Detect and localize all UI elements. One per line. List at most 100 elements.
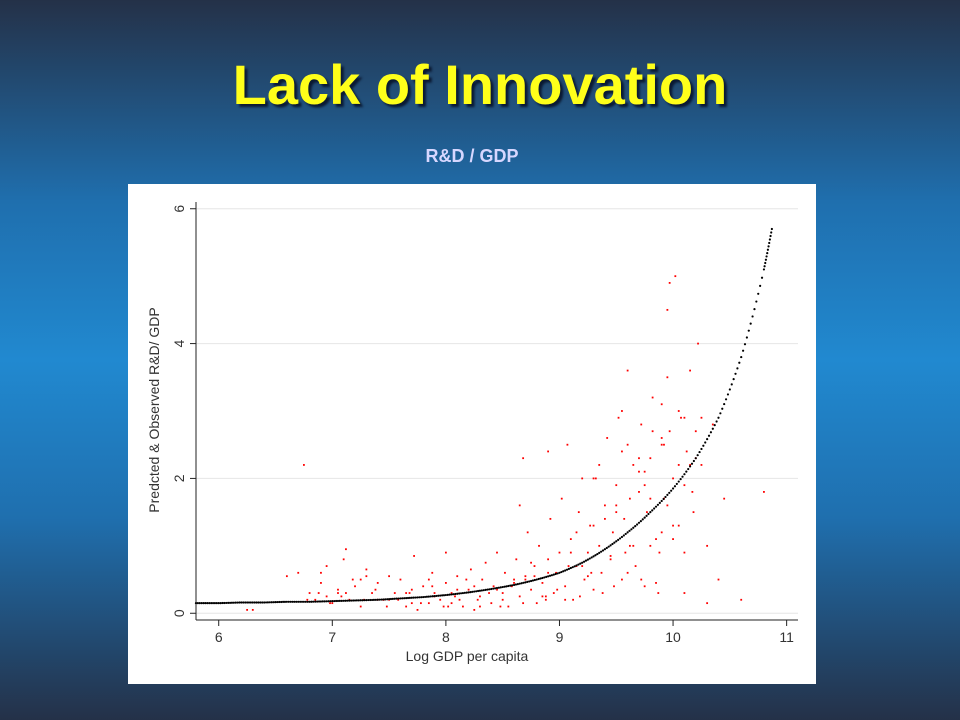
observed-point bbox=[325, 565, 328, 567]
observed-point bbox=[431, 585, 434, 588]
predicted-point bbox=[687, 467, 690, 471]
predicted-point bbox=[310, 600, 313, 603]
observed-point bbox=[572, 598, 575, 601]
predicted-point bbox=[768, 238, 771, 241]
observed-point bbox=[444, 551, 447, 554]
predicted-point bbox=[370, 598, 374, 602]
observed-point bbox=[689, 369, 691, 372]
predicted-point bbox=[295, 600, 298, 603]
observed-point bbox=[385, 605, 388, 608]
predicted-point bbox=[577, 563, 580, 566]
predicted-point bbox=[509, 584, 512, 587]
predicted-point bbox=[494, 587, 497, 590]
predicted-point bbox=[550, 574, 553, 577]
observed-point bbox=[522, 457, 525, 460]
predicted-point bbox=[274, 601, 277, 604]
predicted-point bbox=[280, 600, 283, 604]
predicted-point bbox=[505, 585, 508, 588]
predicted-point bbox=[520, 582, 523, 585]
predicted-point bbox=[745, 336, 748, 339]
observed-point bbox=[577, 511, 580, 514]
observed-point bbox=[643, 470, 646, 473]
observed-point bbox=[351, 578, 354, 581]
predicted-point bbox=[333, 599, 336, 603]
predicted-point bbox=[514, 583, 518, 586]
observed-point bbox=[345, 592, 347, 594]
observed-point bbox=[723, 497, 726, 500]
observed-point bbox=[660, 531, 663, 534]
observed-point bbox=[566, 443, 569, 446]
observed-point bbox=[692, 511, 695, 514]
observed-point bbox=[683, 484, 686, 487]
predicted-point bbox=[770, 231, 773, 234]
predicted-point bbox=[437, 594, 440, 597]
predicted-point bbox=[441, 594, 444, 597]
observed-point bbox=[507, 605, 510, 608]
predicted-point bbox=[624, 532, 627, 536]
observed-point bbox=[439, 598, 442, 601]
observed-point bbox=[672, 524, 674, 527]
observed-point bbox=[303, 464, 305, 466]
predicted-point bbox=[696, 454, 699, 457]
observed-point bbox=[677, 524, 680, 527]
predicted-point bbox=[314, 600, 317, 603]
predicted-point bbox=[717, 416, 720, 419]
axes: 6 7 8 9 10 11 0 2 4 6 bbox=[171, 202, 798, 645]
predicted-point bbox=[304, 600, 307, 603]
predicted-point bbox=[762, 268, 766, 271]
predicted-point bbox=[522, 581, 525, 584]
predicted-point bbox=[698, 450, 701, 454]
predicted-point bbox=[348, 599, 351, 602]
predicted-point bbox=[331, 600, 334, 603]
predicted-point bbox=[728, 388, 731, 391]
slide-subtitle: R&D / GDP bbox=[425, 146, 519, 166]
observed-point bbox=[541, 595, 544, 598]
observed-point bbox=[621, 410, 623, 412]
predicted-point bbox=[751, 315, 754, 318]
observed-point bbox=[658, 551, 661, 554]
observed-point bbox=[706, 544, 709, 547]
observed-point bbox=[410, 588, 413, 591]
observed-point bbox=[365, 575, 368, 578]
predicted-point bbox=[391, 597, 394, 600]
observed-point bbox=[594, 477, 597, 480]
observed-point bbox=[666, 376, 669, 379]
predicted-point bbox=[283, 600, 287, 603]
predicted-point bbox=[569, 566, 572, 570]
observed-point bbox=[518, 595, 521, 598]
predicted-point bbox=[637, 521, 641, 524]
predicted-point bbox=[484, 588, 487, 591]
observed-point bbox=[655, 538, 657, 540]
predicted-point bbox=[607, 545, 610, 548]
observed-point bbox=[365, 568, 368, 571]
predicted-point bbox=[613, 541, 616, 544]
predicted-point bbox=[287, 600, 290, 603]
predicted-point bbox=[230, 601, 234, 604]
predicted-point bbox=[350, 599, 353, 602]
predicted-point bbox=[208, 602, 211, 605]
observed-point bbox=[522, 602, 525, 605]
predicted-point bbox=[581, 561, 584, 564]
predicted-point bbox=[244, 601, 247, 604]
observed-point bbox=[626, 369, 629, 372]
predicted-point bbox=[194, 602, 198, 605]
predicted-point bbox=[272, 601, 275, 604]
observed-point bbox=[564, 585, 567, 588]
predicted-point bbox=[668, 491, 671, 494]
predicted-point bbox=[293, 600, 296, 603]
observed-point bbox=[609, 558, 612, 561]
observed-point bbox=[592, 524, 595, 527]
predicted-point bbox=[308, 600, 311, 603]
predicted-point bbox=[586, 558, 589, 561]
predicted-point bbox=[600, 550, 603, 553]
observed-point bbox=[431, 571, 434, 574]
observed-point bbox=[456, 575, 459, 578]
observed-point bbox=[697, 342, 699, 345]
predicted-point bbox=[673, 485, 677, 488]
predicted-point bbox=[664, 495, 667, 499]
predicted-point bbox=[306, 600, 309, 603]
predicted-point bbox=[503, 585, 506, 588]
predicted-point bbox=[213, 602, 217, 605]
predicted-point bbox=[490, 587, 493, 591]
predicted-point bbox=[397, 597, 400, 600]
